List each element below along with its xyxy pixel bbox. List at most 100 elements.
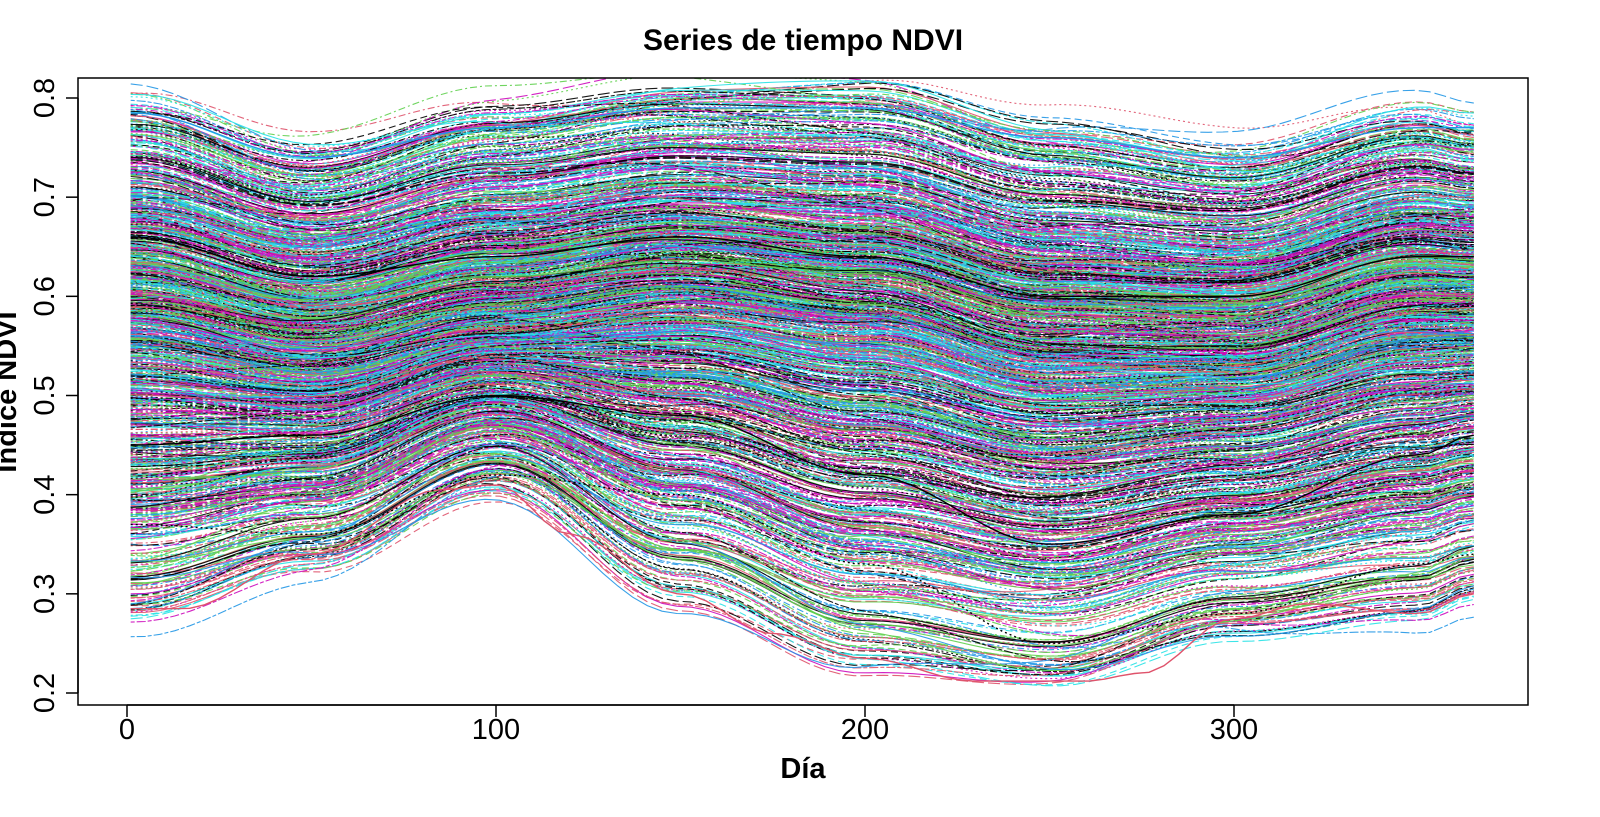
series-line [130,87,1474,173]
series-line [130,129,1474,190]
series-line [130,83,1474,153]
series-line [130,367,1474,462]
series-line [130,283,1474,344]
series-line [130,335,1474,402]
series-line [130,402,1474,535]
series-line [130,407,1474,513]
series-line [130,457,1474,577]
series-line [130,380,1474,472]
series-line [130,285,1474,366]
series-line [130,438,1474,587]
series-line [130,423,1474,600]
series-line [130,453,1474,622]
series-line [130,446,1474,611]
series-line [130,138,1474,234]
series-line [130,231,1474,290]
series-line [130,311,1474,396]
series-line [130,369,1474,419]
series-line [130,364,1474,461]
series-line [130,335,1474,390]
series-line [130,334,1474,402]
series-line [130,333,1474,397]
series-line [130,429,1474,575]
series-line [130,183,1474,244]
series-line [130,245,1474,309]
series-line [130,501,1474,667]
series-line [130,156,1474,212]
series-line [130,288,1474,351]
series-line [130,104,1474,187]
series-line [130,293,1474,352]
series-line [130,179,1474,277]
series-line [130,241,1474,302]
series-line [130,379,1474,459]
series-line [130,148,1474,273]
series-line [130,374,1474,484]
series-line [130,258,1474,336]
y-tick-label: 0.2 [29,673,61,713]
series-line [130,312,1474,364]
series-line [130,110,1474,182]
series-line [130,275,1474,334]
series-line [130,143,1474,202]
series-line [130,226,1474,288]
series-line [130,170,1474,222]
series-line [130,134,1474,200]
series-line [130,339,1474,401]
series-line [130,371,1474,455]
series-line [130,375,1474,506]
series-line [130,372,1474,469]
series-line [130,282,1474,348]
series-line [130,454,1474,641]
series-line [130,193,1474,268]
series-line [130,236,1474,297]
series-line [130,453,1474,660]
series-line [130,118,1474,216]
series-line [130,474,1474,645]
series-line [130,102,1474,178]
series-line [130,181,1474,252]
series-line [130,152,1474,213]
series-line [130,151,1474,214]
series-line [130,377,1474,508]
series-line [130,498,1474,669]
series-line [130,376,1474,432]
series-line [130,186,1474,256]
series-line [130,306,1474,391]
series-line [130,131,1474,216]
series-line [130,161,1474,243]
series-line [130,107,1474,159]
y-tick-label: 0.8 [29,78,61,118]
series-line [130,355,1474,432]
series-line [130,264,1474,321]
series-line [130,201,1474,265]
series-line [130,276,1474,340]
series-line [130,430,1474,571]
series-line [130,363,1474,446]
series-line [130,267,1474,328]
series-line [130,396,1474,474]
series-line [130,205,1474,284]
series-line [130,96,1474,157]
series-line [130,185,1474,265]
series-line [130,387,1474,449]
series-line [130,384,1474,445]
series-line [130,386,1474,513]
series-line [130,397,1474,517]
series-line [130,155,1474,217]
series-line [130,320,1474,394]
series-line [130,267,1474,327]
series-line [130,363,1474,444]
series-line [130,403,1474,551]
series-line [130,314,1474,382]
series-line [130,183,1474,257]
series-line [130,297,1474,362]
x-tick-label: 200 [841,714,889,746]
series-line [130,479,1474,660]
series-line [130,212,1474,282]
series-line [130,248,1474,310]
y-tick-label: 0.4 [29,475,61,515]
series-line [130,399,1474,578]
series-line [130,292,1474,356]
series-line [130,145,1474,207]
